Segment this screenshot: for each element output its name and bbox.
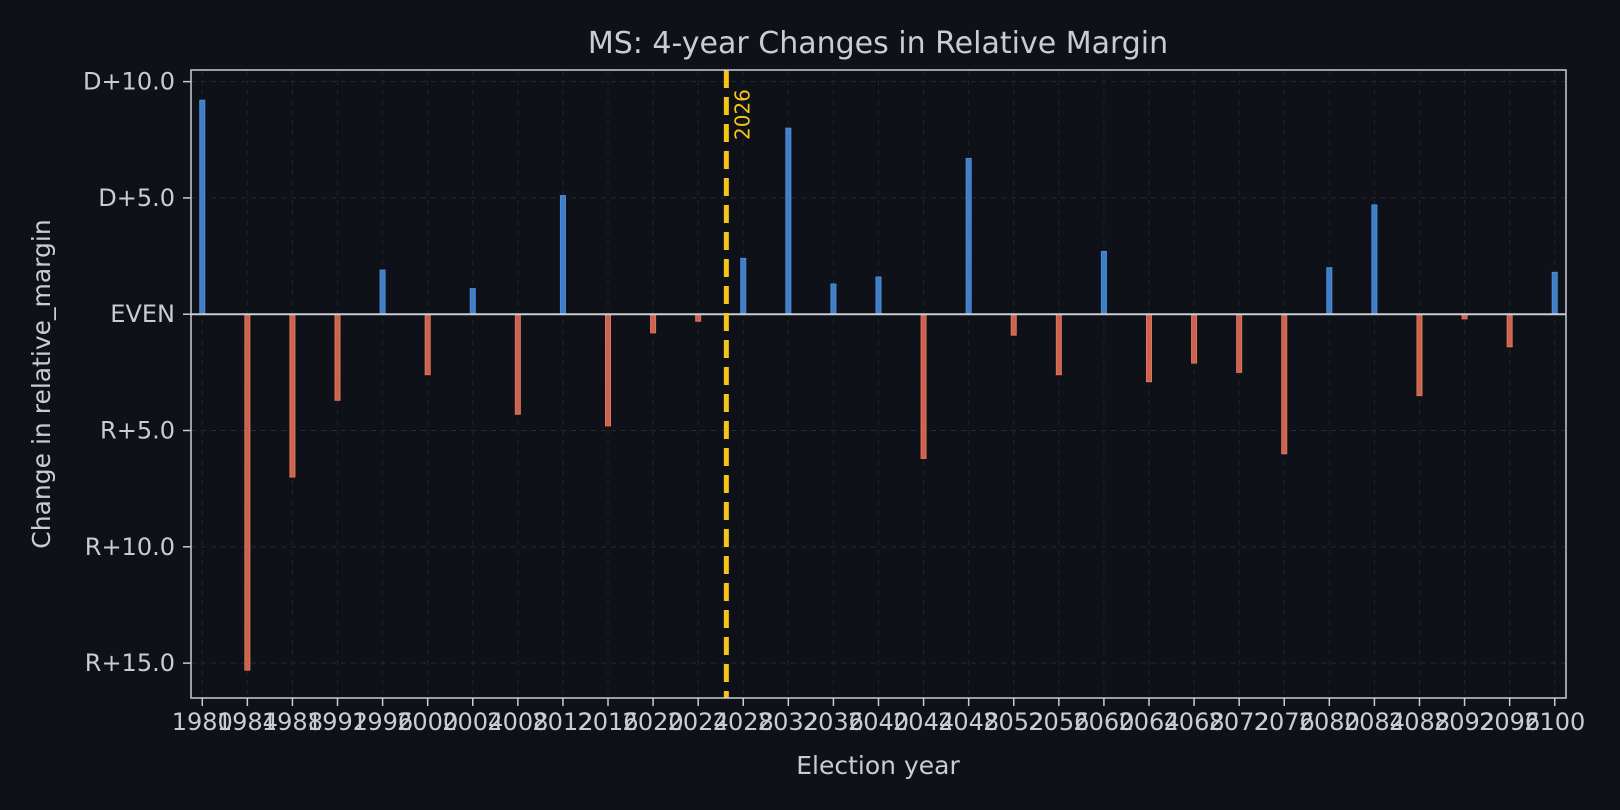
bar-2012 xyxy=(559,195,566,315)
y-tick-label: R+5.0 xyxy=(100,417,175,445)
x-tick-label: 1980 xyxy=(172,708,233,736)
y-tick-label: R+15.0 xyxy=(85,649,175,677)
bar-2080 xyxy=(1326,267,1333,315)
y-tick-label: D+10.0 xyxy=(83,68,175,96)
x-tick-label: 2088 xyxy=(1389,708,1450,736)
bar-2060 xyxy=(1100,250,1107,315)
bar-2044 xyxy=(920,313,927,459)
x-tick-label: 2092 xyxy=(1434,708,1495,736)
bar-1992 xyxy=(334,313,341,401)
x-tick-label: 2076 xyxy=(1254,708,1315,736)
bar-1984 xyxy=(244,313,251,671)
x-tick-label: 2008 xyxy=(487,708,548,736)
x-tick-label: 1992 xyxy=(307,708,368,736)
x-tick-label: 2080 xyxy=(1299,708,1360,736)
bar-2068 xyxy=(1191,313,1198,364)
chart-title: MS: 4-year Changes in Relative Margin xyxy=(588,26,1168,61)
x-tick-label: 1996 xyxy=(352,708,413,736)
bar-2052 xyxy=(1010,313,1017,336)
bar-2084 xyxy=(1371,204,1378,315)
y-axis-label: Change in relative_margin xyxy=(27,219,56,548)
bar-1980 xyxy=(199,99,206,315)
x-tick-label: 2004 xyxy=(442,708,503,736)
x-tick-label: 2064 xyxy=(1118,708,1179,736)
bar-2000 xyxy=(424,313,431,376)
y-tick-label: R+10.0 xyxy=(85,533,175,561)
bar-1988 xyxy=(289,313,296,478)
bar-2036 xyxy=(830,283,837,315)
bar-2028 xyxy=(740,257,747,315)
x-tick-label: 2044 xyxy=(893,708,954,736)
x-tick-label: 2012 xyxy=(532,708,593,736)
x-tick-label: 2016 xyxy=(577,708,638,736)
x-tick-label: 2100 xyxy=(1524,708,1585,736)
y-tick-label: D+5.0 xyxy=(98,184,175,212)
bar-2056 xyxy=(1055,313,1062,376)
x-axis-label: Election year xyxy=(796,751,960,780)
bar-2004 xyxy=(469,288,476,315)
y-tick-label: EVEN xyxy=(110,300,175,328)
x-tick-label: 2040 xyxy=(848,708,909,736)
x-tick-label: 2068 xyxy=(1164,708,1225,736)
x-tick-label: 2052 xyxy=(983,708,1044,736)
x-tick-label: 1988 xyxy=(262,708,323,736)
x-tick-label: 2072 xyxy=(1209,708,1270,736)
bar-2024 xyxy=(695,313,702,322)
x-tick-label: 1984 xyxy=(217,708,278,736)
bar-2076 xyxy=(1281,313,1288,455)
x-tick-label: 2096 xyxy=(1479,708,1540,736)
bar-2100 xyxy=(1551,271,1558,315)
x-tick-label: 2024 xyxy=(668,708,729,736)
x-tick-label: 2084 xyxy=(1344,708,1405,736)
bar-2072 xyxy=(1236,313,1243,373)
bar-2016 xyxy=(605,313,612,427)
bar-2008 xyxy=(514,313,521,415)
marker-label: 2026 xyxy=(730,89,754,140)
bar-1996 xyxy=(379,269,386,315)
x-tick-label: 2048 xyxy=(938,708,999,736)
bar-2064 xyxy=(1145,313,1152,383)
plot-area: 2026 D+10.0 D+5.0 EVEN R+5.0 R+10.0 R+15.0 1980… xyxy=(83,68,1585,736)
x-tick-label: 2000 xyxy=(397,708,458,736)
bar-2020 xyxy=(650,313,657,334)
x-tick-label: 2056 xyxy=(1028,708,1089,736)
x-tick-label: 2032 xyxy=(758,708,819,736)
bar-2048 xyxy=(965,157,972,315)
x-tick-label: 2028 xyxy=(713,708,774,736)
x-tick-label: 2020 xyxy=(623,708,684,736)
bar-2032 xyxy=(785,127,792,315)
x-tick-label: 2036 xyxy=(803,708,864,736)
bar-2088 xyxy=(1416,313,1423,397)
bar-2040 xyxy=(875,276,882,315)
x-tick-label: 2060 xyxy=(1073,708,1134,736)
bar-2096 xyxy=(1506,313,1513,348)
